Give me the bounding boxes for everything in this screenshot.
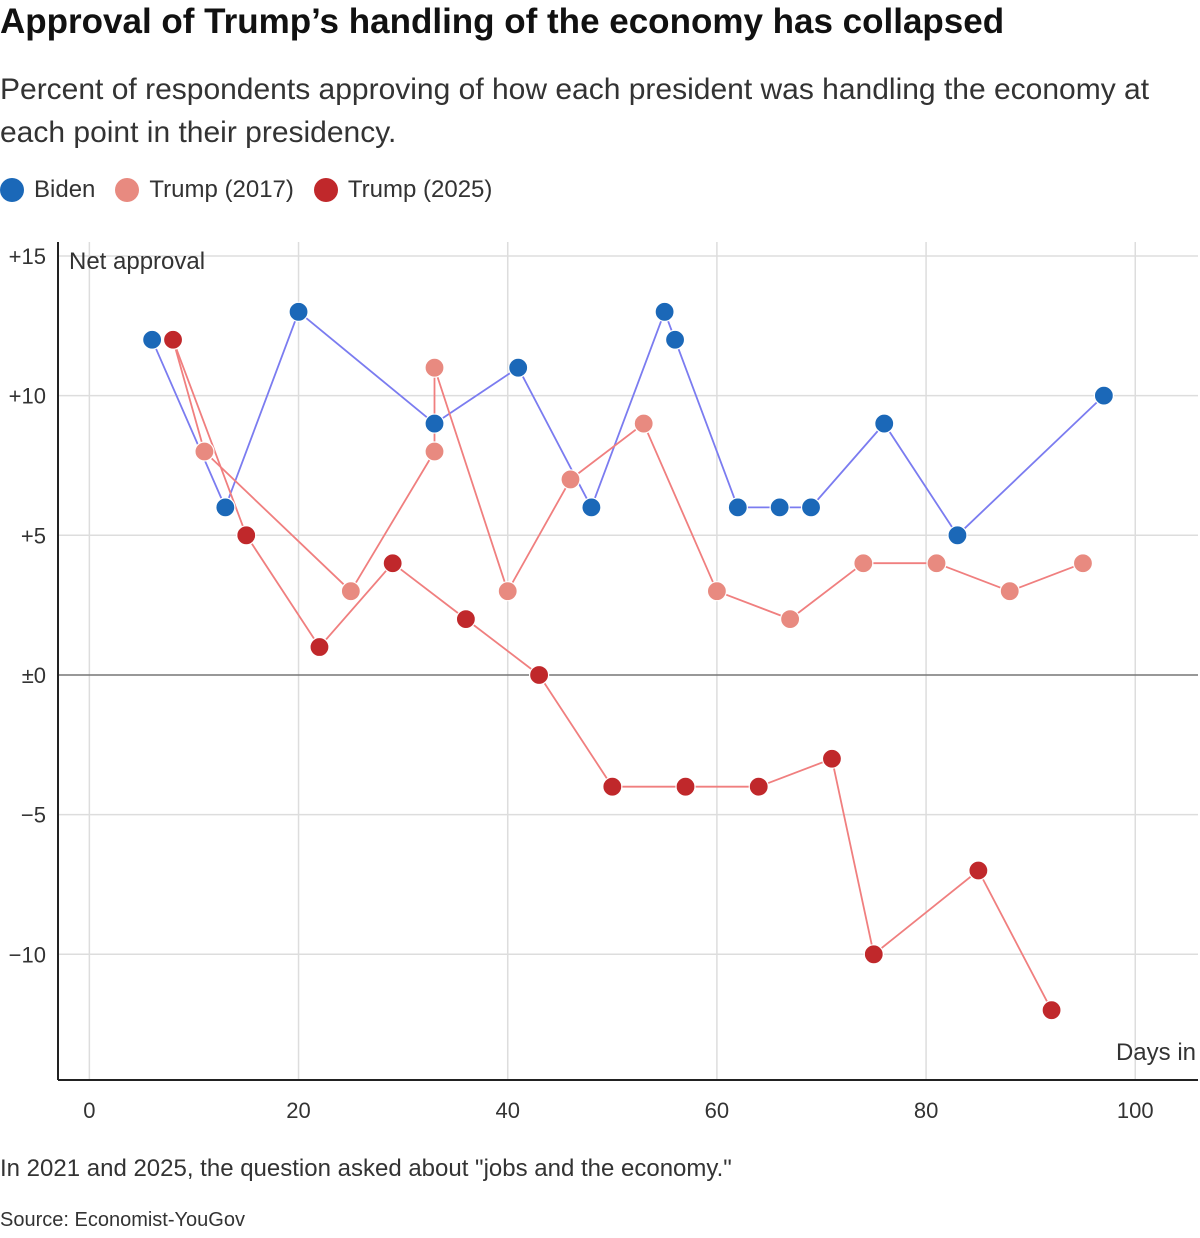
data-point-series-2 (1041, 1000, 1062, 1021)
data-point-series-1 (194, 441, 215, 462)
data-point-series-1 (633, 413, 654, 434)
legend-label: Trump (2025) (347, 176, 493, 203)
data-point-series-0 (508, 357, 529, 378)
data-point-series-2 (382, 553, 403, 574)
legend-item-trump-2025: Trump (2025) (313, 176, 493, 204)
data-point-series-0 (769, 497, 790, 518)
x-tick-label: 60 (705, 1098, 729, 1123)
data-point-series-2 (455, 609, 476, 630)
y-tick-label: −5 (21, 803, 46, 828)
data-point-series-1 (999, 581, 1020, 602)
data-point-series-2 (863, 944, 884, 965)
data-point-series-0 (947, 525, 968, 546)
data-point-series-1 (780, 609, 801, 630)
data-point-series-2 (602, 776, 623, 797)
data-point-series-2 (748, 776, 769, 797)
chart-source: Source: Economist-YouGov (0, 1209, 245, 1231)
data-point-series-1 (706, 581, 727, 602)
data-point-series-0 (654, 301, 675, 322)
net-approval-chart: +15 +10 +5 ±0 −5 −10 0 20 40 60 80 100 Net approval D… (9, 242, 1198, 1123)
x-tick-label: 80 (914, 1098, 938, 1123)
y-tick-label: +15 (9, 244, 46, 269)
series-line-1 (172, 339, 1084, 621)
x-axis-label: Days in (1116, 1039, 1196, 1066)
data-point-series-0 (874, 413, 895, 434)
data-point-series-1 (340, 581, 361, 602)
x-tick-label: 0 (83, 1098, 95, 1123)
data-point-series-0 (800, 497, 822, 518)
legend-label: Biden (34, 176, 96, 203)
data-point-series-2 (675, 776, 696, 797)
data-point-series-1 (424, 441, 445, 462)
data-point-series-0 (142, 329, 163, 350)
y-axis-label: Net approval (69, 248, 205, 275)
data-point-series-0 (424, 413, 445, 434)
y-tick-label: +10 (9, 384, 46, 409)
y-tick-label: +5 (21, 523, 46, 548)
data-point-series-0 (215, 497, 236, 518)
data-point-series-2 (968, 860, 989, 881)
data-point-series-1 (1072, 553, 1094, 574)
x-tick-label: 40 (495, 1098, 519, 1123)
x-tick-label: 20 (286, 1098, 310, 1123)
data-point-series-0 (288, 301, 309, 322)
data-point-series-0 (581, 497, 602, 518)
data-point-series-2 (821, 748, 843, 769)
legend-dot-icon (0, 178, 24, 202)
y-tick-label: −10 (9, 942, 46, 967)
data-point-series-1 (424, 357, 445, 378)
legend: Biden Trump (2017) Trump (2025) (0, 176, 512, 204)
data-point-series-2 (236, 525, 257, 546)
chart-subtitle: Percent of respondents approving of how … (0, 73, 1150, 149)
data-point-series-1 (497, 581, 518, 602)
legend-item-trump-2017: Trump (2017) (115, 176, 294, 204)
chart-note: In 2021 and 2025, the question asked abo… (0, 1155, 732, 1182)
x-tick-label: 100 (1117, 1098, 1154, 1123)
data-point-series-1 (560, 469, 581, 490)
legend-item-biden: Biden (0, 176, 95, 204)
legend-dot-icon (115, 178, 140, 202)
y-tick-label: ±0 (22, 663, 46, 688)
data-point-series-2 (162, 329, 184, 350)
data-point-series-0 (664, 329, 686, 350)
legend-label: Trump (2017) (149, 176, 294, 203)
data-point-series-2 (309, 636, 330, 658)
data-point-series-0 (727, 497, 748, 518)
legend-dot-icon (313, 178, 338, 202)
data-point-series-1 (926, 553, 947, 574)
data-point-series-2 (529, 664, 550, 686)
data-point-series-0 (1093, 385, 1114, 406)
series-line-0 (151, 310, 1105, 537)
data-point-series-1 (853, 553, 874, 574)
chart-title: Approval of Trump’s handling of the econ… (0, 2, 1005, 41)
